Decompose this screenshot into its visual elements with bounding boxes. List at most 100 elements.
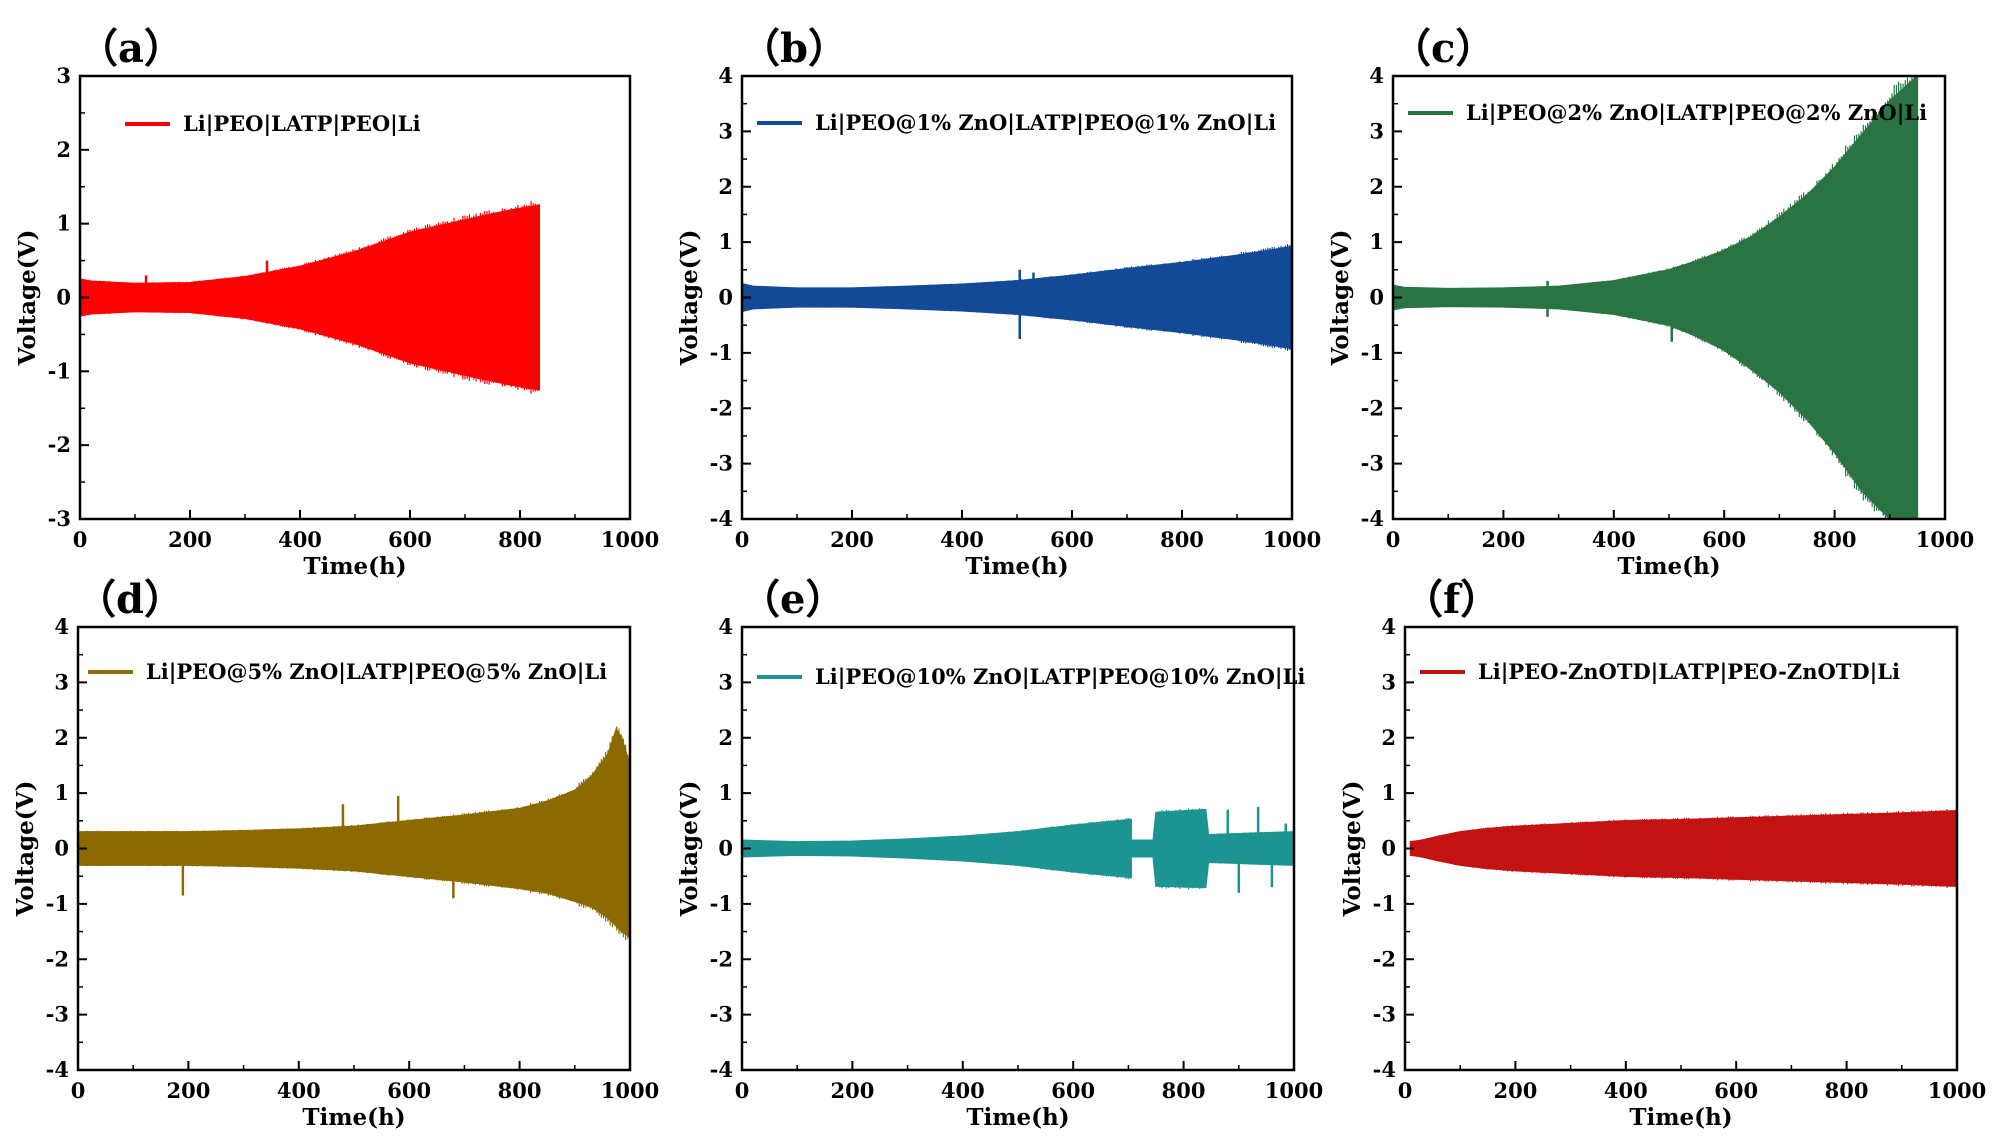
- x-tick-label-c: 200: [1481, 527, 1525, 552]
- x-tick-label-b: 800: [1160, 527, 1204, 552]
- x-tick-label-d: 0: [71, 1078, 86, 1103]
- y-tick-label-b: 0: [718, 285, 733, 310]
- panel-label-b: （b）: [740, 25, 848, 72]
- x-tick-label-b: 400: [940, 527, 984, 552]
- y-tick-label-c: 1: [1369, 229, 1384, 254]
- x-tick-label-b: 600: [1050, 527, 1094, 552]
- chart-panel-b: （b） 0 200 400 600 800 1000 -4 -3 -2 -1 0 1 2 3 4 Time(h)…: [676, 25, 1321, 580]
- y-tick-label-c: 0: [1369, 285, 1384, 310]
- y-axis-title-b: Voltage(V): [676, 230, 703, 367]
- y-tick-label-a: 1: [56, 211, 71, 236]
- y-tick-label-e: 1: [718, 780, 733, 805]
- panel-label-c: （c）: [1391, 25, 1495, 72]
- y-tick-label-f: -3: [1373, 1002, 1396, 1027]
- y-tick-label-a: 3: [56, 63, 71, 88]
- y-tick-label-d: -4: [46, 1057, 69, 1082]
- x-tick-label-e: 600: [1051, 1078, 1095, 1103]
- x-tick-label-b: 1000: [1263, 527, 1321, 552]
- y-tick-label-c: 2: [1369, 174, 1384, 199]
- x-axis-title-b: Time(h): [965, 553, 1068, 580]
- x-tick-label-a: 800: [498, 527, 542, 552]
- x-tick-label-f: 600: [1714, 1078, 1758, 1103]
- y-tick-label-d: 1: [54, 780, 69, 805]
- panel-label-a: （a）: [78, 25, 184, 72]
- x-axis-title-f: Time(h): [1629, 1104, 1732, 1131]
- plot-area-a: [80, 201, 541, 394]
- x-tick-label-f: 800: [1825, 1078, 1869, 1103]
- legend-label-a: Li|PEO|LATP|PEO|Li: [183, 111, 421, 136]
- y-tick-label-b: -1: [710, 340, 733, 365]
- x-tick-label-b: 0: [735, 527, 750, 552]
- legend-label-d: Li|PEO@5% ZnO|LATP|PEO@5% ZnO|Li: [146, 659, 607, 684]
- x-tick-label-a: 1000: [601, 527, 659, 552]
- x-tick-label-f: 1000: [1928, 1078, 1986, 1103]
- x-tick-label-e: 400: [941, 1078, 985, 1103]
- y-tick-label-a: -2: [48, 432, 71, 457]
- y-tick-label-f: 2: [1381, 725, 1396, 750]
- legend-label-c: Li|PEO@2% ZnO|LATP|PEO@2% ZnO|Li: [1466, 100, 1927, 125]
- y-tick-label-d: 0: [54, 836, 69, 861]
- y-tick-label-b: 1: [718, 229, 733, 254]
- y-tick-label-a: 0: [56, 285, 71, 310]
- x-tick-label-a: 200: [168, 527, 212, 552]
- y-tick-label-f: 4: [1381, 614, 1396, 639]
- y-axis-title-f: Voltage(V): [1339, 781, 1366, 918]
- panel-label-d: （d）: [76, 576, 184, 623]
- y-tick-label-b: -4: [710, 506, 733, 531]
- y-tick-label-a: -3: [48, 506, 71, 531]
- x-tick-label-f: 200: [1493, 1078, 1537, 1103]
- x-tick-label-d: 400: [277, 1078, 321, 1103]
- y-tick-label-d: -1: [46, 891, 69, 916]
- x-tick-label-c: 600: [1702, 527, 1746, 552]
- y-axis-title-c: Voltage(V): [1327, 230, 1354, 367]
- plot-area-d: [78, 726, 630, 942]
- y-tick-label-b: -3: [710, 451, 733, 476]
- chart-panel-c: （c） 0 200 400 600 800 1000 -4 -3 -2 -1 0 1 2 3 4 Time(h)…: [1327, 25, 1974, 580]
- y-tick-label-c: -3: [1361, 451, 1384, 476]
- x-axis-title-e: Time(h): [966, 1104, 1069, 1131]
- chart-panel-a: （a） 0 200 400 600 800 1000 -3 -2 -1 0 1 2 3 Time(h) Vol…: [14, 25, 659, 580]
- y-tick-label-f: 1: [1381, 780, 1396, 805]
- y-tick-label-a: 2: [56, 137, 71, 162]
- y-tick-label-e: 0: [718, 836, 733, 861]
- x-tick-label-e: 0: [735, 1078, 750, 1103]
- x-tick-label-c: 400: [1592, 527, 1636, 552]
- series-area-a-0: [80, 204, 541, 391]
- y-tick-label-e: -1: [710, 891, 733, 916]
- y-tick-label-d: 3: [54, 669, 69, 694]
- x-tick-label-e: 200: [830, 1078, 874, 1103]
- y-tick-label-c: -4: [1361, 506, 1384, 531]
- y-tick-label-b: -2: [710, 395, 733, 420]
- y-tick-label-e: 2: [718, 725, 733, 750]
- x-tick-label-b: 200: [830, 527, 874, 552]
- y-tick-label-c: -1: [1361, 340, 1384, 365]
- panel-label-f: （f）: [1403, 576, 1500, 623]
- x-tick-label-c: 1000: [1916, 527, 1974, 552]
- y-tick-label-d: 4: [54, 614, 69, 639]
- x-tick-label-d: 1000: [601, 1078, 659, 1103]
- y-tick-label-d: -3: [46, 1002, 69, 1027]
- x-axis-title-a: Time(h): [303, 553, 406, 580]
- y-tick-label-e: 3: [718, 669, 733, 694]
- chart-panel-f: （f） 0 200 400 600 800 1000 -4 -3 -2 -1 0 1 2 3 4 Time(h)…: [1339, 576, 1986, 1131]
- x-tick-label-f: 0: [1398, 1078, 1413, 1103]
- x-axis-title-c: Time(h): [1617, 553, 1720, 580]
- legend-label-f: Li|PEO-ZnOTD|LATP|PEO-ZnOTD|Li: [1478, 659, 1900, 684]
- y-tick-label-f: -2: [1373, 946, 1396, 971]
- y-tick-label-f: -4: [1373, 1057, 1396, 1082]
- y-tick-label-e: -4: [710, 1057, 733, 1082]
- y-axis-title-e: Voltage(V): [676, 781, 703, 918]
- legend-label-b: Li|PEO@1% ZnO|LATP|PEO@1% ZnO|Li: [815, 110, 1276, 135]
- x-tick-label-c: 800: [1813, 527, 1857, 552]
- y-tick-label-b: 2: [718, 174, 733, 199]
- series-hatch-e-1: [1130, 808, 1293, 890]
- series-hatch-d-0: [78, 726, 630, 942]
- chart-panel-d: （d） 0 200 400 600 800 1000 -4 -3 -2 -1 0 1 2 3 4 Time(h)…: [12, 576, 659, 1131]
- legend-label-e: Li|PEO@10% ZnO|LATP|PEO@10% ZnO|Li: [815, 664, 1305, 689]
- y-tick-label-c: 4: [1369, 63, 1384, 88]
- x-tick-label-c: 0: [1386, 527, 1401, 552]
- x-tick-label-d: 800: [498, 1078, 542, 1103]
- y-tick-label-d: -2: [46, 946, 69, 971]
- series-hatch-c-0: [1393, 76, 1917, 519]
- x-axis-title-d: Time(h): [302, 1104, 405, 1131]
